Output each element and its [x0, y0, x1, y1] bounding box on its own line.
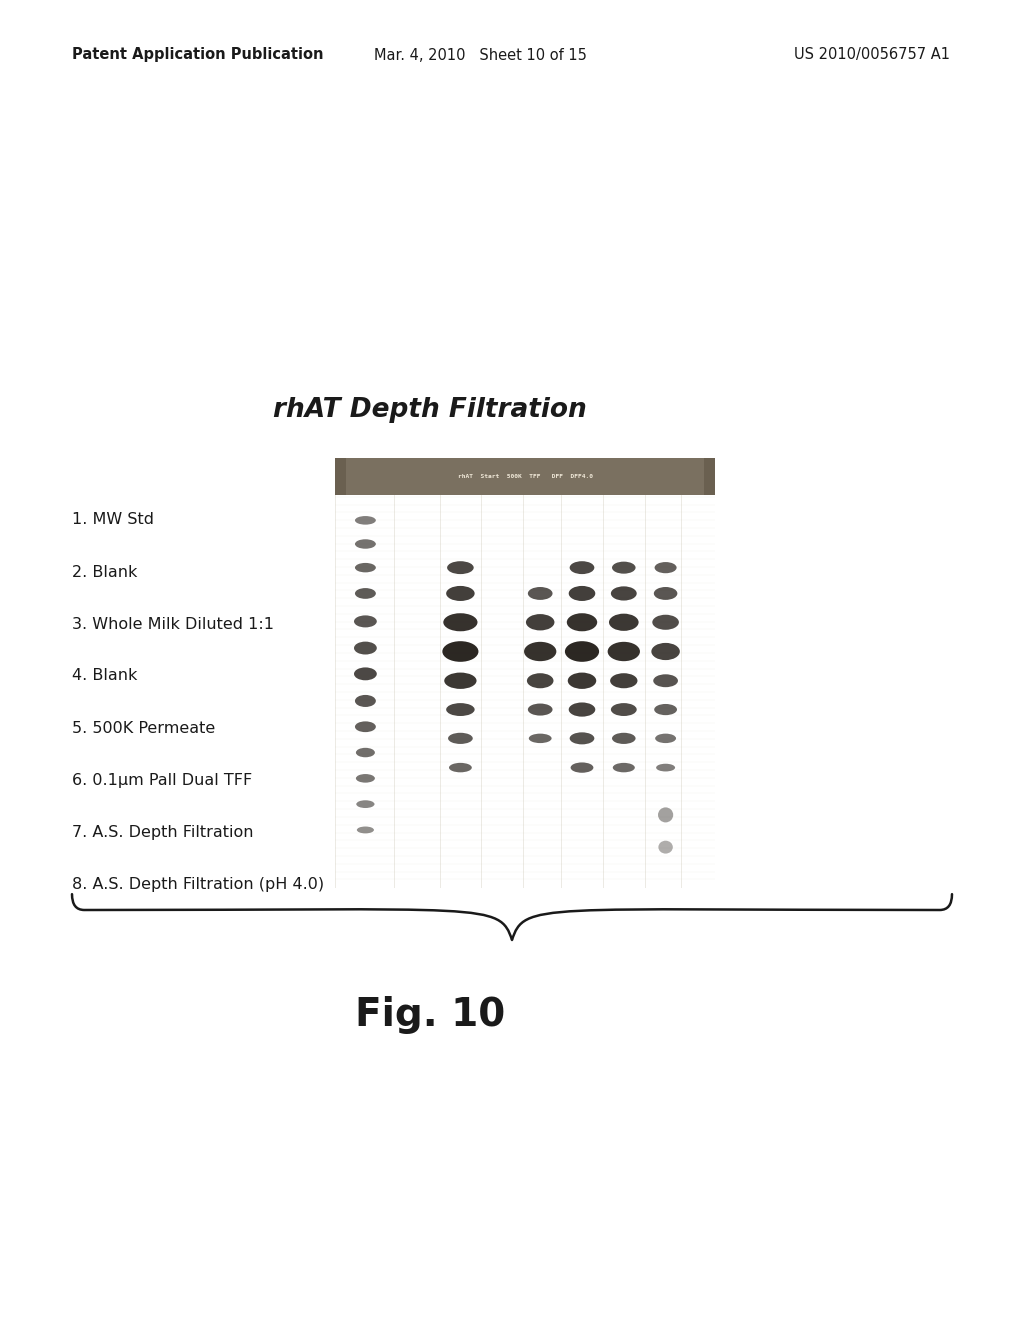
- Text: Patent Application Publication: Patent Application Publication: [72, 48, 324, 62]
- Ellipse shape: [356, 748, 375, 758]
- Ellipse shape: [527, 673, 554, 688]
- Ellipse shape: [446, 586, 475, 601]
- Ellipse shape: [609, 614, 639, 631]
- Bar: [703, 458, 715, 495]
- Ellipse shape: [651, 643, 680, 660]
- Text: rhAT Depth Filtration: rhAT Depth Filtration: [273, 397, 587, 422]
- Ellipse shape: [526, 614, 554, 631]
- Ellipse shape: [355, 562, 376, 573]
- Ellipse shape: [653, 675, 678, 688]
- Ellipse shape: [567, 614, 597, 631]
- Text: Fig. 10: Fig. 10: [355, 997, 505, 1034]
- Ellipse shape: [355, 694, 376, 708]
- Ellipse shape: [354, 668, 377, 680]
- Ellipse shape: [656, 764, 675, 771]
- Bar: [335, 458, 715, 495]
- Ellipse shape: [527, 704, 553, 715]
- Bar: [335, 458, 346, 495]
- Ellipse shape: [356, 800, 375, 808]
- Text: 2. Blank: 2. Blank: [72, 565, 137, 579]
- Ellipse shape: [356, 826, 374, 833]
- Ellipse shape: [354, 642, 377, 655]
- Text: Mar. 4, 2010   Sheet 10 of 15: Mar. 4, 2010 Sheet 10 of 15: [374, 48, 587, 62]
- Ellipse shape: [355, 589, 376, 599]
- Text: US 2010/0056757 A1: US 2010/0056757 A1: [794, 48, 950, 62]
- Ellipse shape: [654, 562, 677, 573]
- Ellipse shape: [524, 642, 556, 661]
- Ellipse shape: [565, 642, 599, 661]
- Text: 1. MW Std: 1. MW Std: [72, 512, 154, 528]
- Ellipse shape: [654, 704, 677, 715]
- Ellipse shape: [569, 561, 594, 574]
- Ellipse shape: [356, 774, 375, 783]
- Text: 8. A.S. Depth Filtration (pH 4.0): 8. A.S. Depth Filtration (pH 4.0): [72, 876, 325, 891]
- Ellipse shape: [653, 587, 678, 599]
- Ellipse shape: [612, 763, 635, 772]
- Ellipse shape: [611, 586, 637, 601]
- Text: 6. 0.1μm Pall Dual TFF: 6. 0.1μm Pall Dual TFF: [72, 772, 252, 788]
- Text: 5. 500K Permeate: 5. 500K Permeate: [72, 721, 215, 735]
- Ellipse shape: [354, 615, 377, 627]
- Text: rhAT  Start  500K  TFF   DFF  DFF4.0: rhAT Start 500K TFF DFF DFF4.0: [458, 474, 593, 479]
- Ellipse shape: [444, 673, 476, 689]
- Ellipse shape: [447, 561, 474, 574]
- Ellipse shape: [652, 615, 679, 630]
- Ellipse shape: [355, 540, 376, 549]
- Ellipse shape: [607, 642, 640, 661]
- Ellipse shape: [570, 763, 593, 772]
- Ellipse shape: [443, 614, 477, 631]
- Ellipse shape: [655, 734, 676, 743]
- Ellipse shape: [658, 841, 673, 854]
- Ellipse shape: [612, 733, 636, 744]
- Ellipse shape: [658, 808, 673, 822]
- Ellipse shape: [568, 702, 595, 717]
- Ellipse shape: [567, 673, 596, 689]
- Ellipse shape: [527, 587, 553, 599]
- Ellipse shape: [449, 763, 472, 772]
- Ellipse shape: [442, 642, 478, 661]
- Ellipse shape: [449, 733, 473, 744]
- Text: 4. Blank: 4. Blank: [72, 668, 137, 684]
- Ellipse shape: [355, 721, 376, 733]
- Ellipse shape: [528, 734, 552, 743]
- Text: 7. A.S. Depth Filtration: 7. A.S. Depth Filtration: [72, 825, 254, 840]
- Ellipse shape: [569, 733, 594, 744]
- Ellipse shape: [568, 586, 595, 601]
- Ellipse shape: [446, 704, 475, 715]
- Ellipse shape: [610, 673, 638, 688]
- Ellipse shape: [355, 516, 376, 524]
- Ellipse shape: [611, 704, 637, 715]
- Text: 3. Whole Milk Diluted 1:1: 3. Whole Milk Diluted 1:1: [72, 616, 274, 631]
- Ellipse shape: [612, 561, 636, 574]
